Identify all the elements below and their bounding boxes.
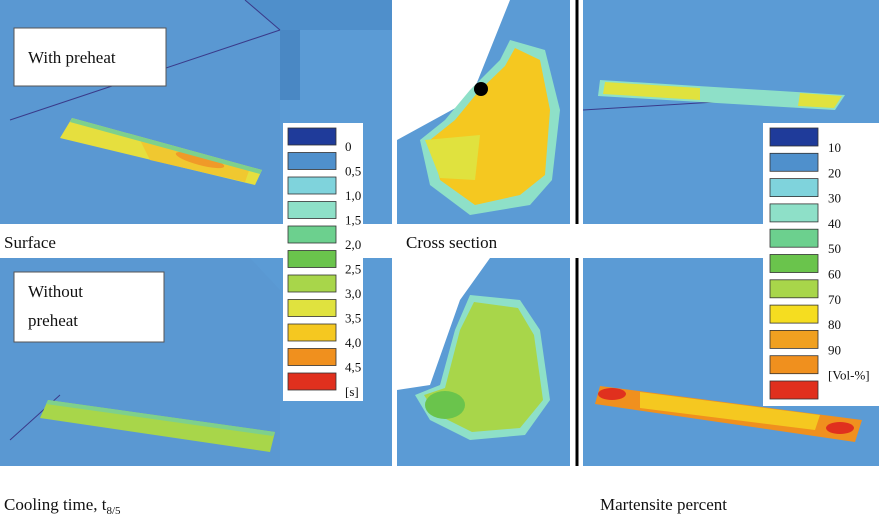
legend-label: 0,5 [345,164,361,179]
cooling-time: Cooling time, t [4,495,107,514]
legend-label: 3,0 [345,286,361,301]
legend-label: 50 [828,241,841,256]
legend-swatch [770,153,818,171]
legend-swatch [288,177,336,194]
legend-label: 2,0 [345,237,361,252]
legend-swatch [288,324,336,341]
legend-label: 80 [828,317,841,332]
legend-swatch [288,349,336,366]
legend-label: 4,0 [345,335,361,350]
legend-swatch [770,204,818,222]
cross-section-bottom [397,258,570,466]
legend-swatch [770,255,818,273]
legend-swatch [288,300,336,317]
legend-swatch [288,128,336,145]
legend-swatch [770,330,818,348]
legend-label: 20 [828,165,841,180]
legend-label: 40 [828,216,841,231]
legend-label: 1,0 [345,188,361,203]
without-preheat: Without [28,282,83,301]
legend-swatch [288,373,336,390]
legend-label: 4,5 [345,360,361,375]
legend-swatch [770,356,818,374]
without-preheat: preheat [28,311,78,330]
legend-label: 60 [828,267,841,282]
legend-label: 30 [828,191,841,206]
with-preheat: With preheat [28,48,116,67]
legend-swatch [770,305,818,323]
martensite-label: Martensite percent [600,495,727,514]
legend-label: 2,5 [345,262,361,277]
legend-label: 3,5 [345,311,361,326]
legend-label: 0 [345,139,352,154]
legend-swatch [288,226,336,243]
surface-label: Surface [4,233,56,252]
cross-section-top [397,0,570,224]
legend-swatch [288,251,336,268]
legend-swatch [770,381,818,399]
legend-swatch [770,179,818,197]
legend-swatch [288,275,336,292]
legend-label: [Vol-%] [828,368,870,383]
cooling-time-subscript: 8/5 [106,505,121,517]
legend-swatch [288,153,336,170]
legend-label: [s] [345,384,359,399]
legend-swatch [770,128,818,146]
legend-swatch [770,229,818,247]
figure: With preheat Surface Without preheat Coo… [0,0,879,521]
page: { "panels": { "with_preheat": "With preh… [0,0,879,521]
legend-label: 10 [828,140,841,155]
cooling-time-label: Cooling time, t8/5 [4,495,121,517]
legend-swatch [288,202,336,219]
legend-label: 1,5 [345,213,361,228]
legend-swatch [770,280,818,298]
legend-label: 90 [828,342,841,357]
legend-label: 70 [828,292,841,307]
cross-section-label: Cross section [406,233,498,252]
